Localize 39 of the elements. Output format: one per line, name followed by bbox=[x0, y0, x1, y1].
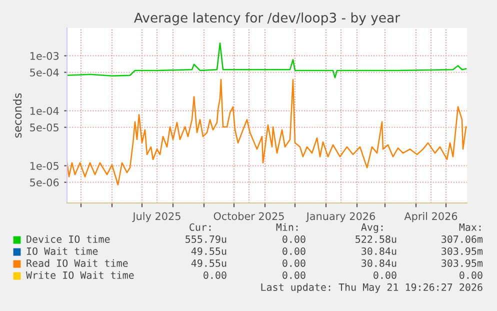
text: 0.00 bbox=[282, 235, 306, 243]
line-series bbox=[67, 42, 467, 78]
x-tick-label: July 2025 bbox=[132, 212, 180, 222]
text: Avg: bbox=[361, 223, 383, 233]
legend-label: Device IO time bbox=[26, 235, 110, 243]
legend-label: Write IO Wait time bbox=[26, 271, 134, 279]
text: 0.00 bbox=[282, 259, 306, 267]
legend-label: Read IO Wait time bbox=[26, 259, 128, 267]
y-tick-label: 5e-05 bbox=[30, 124, 58, 132]
text: 30.84u bbox=[362, 247, 396, 255]
y-tick-label: 1e-04 bbox=[30, 106, 59, 115]
line-series bbox=[67, 78, 467, 186]
x-tick-label: January 2026 bbox=[306, 212, 375, 222]
legend-label: IO Wait time bbox=[26, 247, 98, 255]
text: 49.55u bbox=[191, 259, 226, 267]
text: 49.55u bbox=[191, 247, 226, 255]
y-tick-label: 1e-03 bbox=[30, 52, 59, 60]
y-tick-label: 5e-06 bbox=[30, 178, 59, 186]
y-tick-label: 5e-04 bbox=[30, 68, 59, 76]
text: 555.79u bbox=[186, 235, 226, 243]
text: 0.00 bbox=[204, 271, 226, 279]
y-axis-title: seconds bbox=[13, 93, 22, 138]
text: Min: bbox=[276, 223, 298, 231]
x-tick-label: October 2025 bbox=[214, 212, 284, 220]
text: 30.84u bbox=[362, 259, 396, 267]
text: Cur: bbox=[190, 223, 211, 231]
text: 0.00 bbox=[460, 271, 482, 279]
text: Last update: Thu May 21 19:26:27 2026 bbox=[261, 283, 482, 293]
text: 522.58u bbox=[356, 235, 396, 243]
text: 0.00 bbox=[282, 247, 306, 255]
chart-title: Average latency for /dev/loop3 - by year bbox=[134, 12, 400, 26]
text: Max: bbox=[459, 223, 481, 231]
text: 0.00 bbox=[282, 271, 306, 279]
text: 307.06m bbox=[442, 235, 483, 243]
text: 0.00 bbox=[374, 271, 396, 279]
text: 303.95m bbox=[442, 247, 483, 255]
text: 303.95m bbox=[442, 259, 483, 267]
x-tick-label: April 2026 bbox=[404, 212, 458, 222]
y-tick-label: 1e-05 bbox=[30, 162, 58, 170]
